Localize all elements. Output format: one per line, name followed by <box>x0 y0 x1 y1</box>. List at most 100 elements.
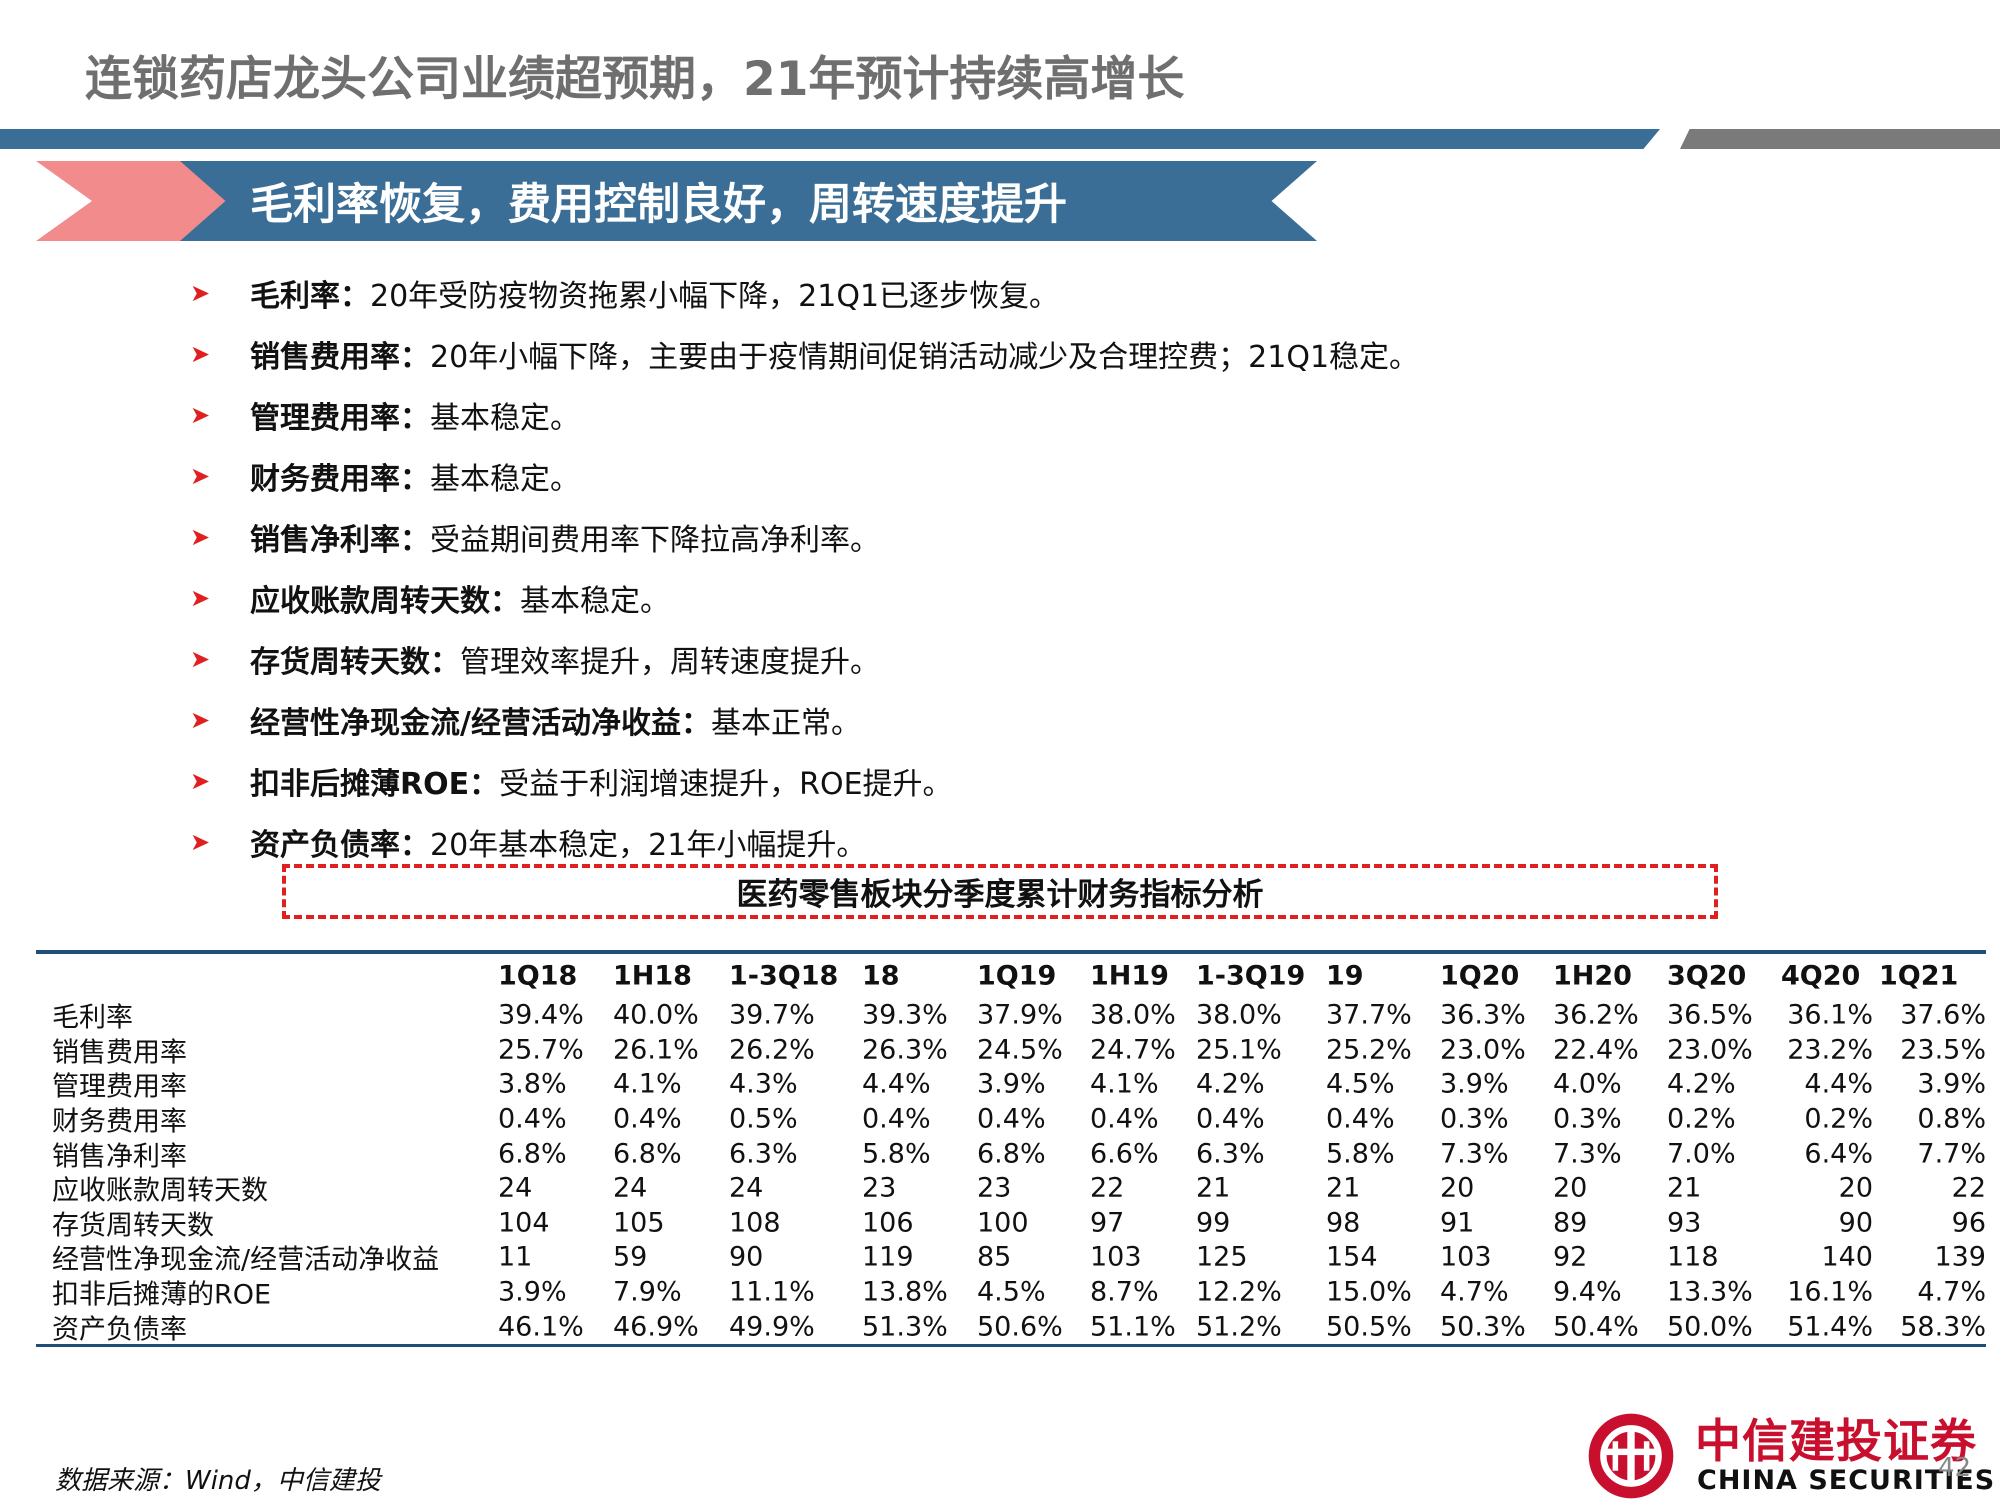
table-cell: 22 <box>1951 1172 1986 1204</box>
table-cell: 16.1% <box>1787 1276 1873 1308</box>
table-cell: 0.4% <box>1090 1103 1159 1135</box>
table-caption: 医药零售板块分季度累计财务指标分析 <box>736 877 1264 913</box>
table-cell: 51.1% <box>1090 1311 1176 1343</box>
citic-logo-icon <box>1588 1413 1674 1499</box>
table-cell: 125 <box>1196 1241 1248 1273</box>
table-cell: 25.7% <box>498 1034 584 1066</box>
table-cell: 0.4% <box>862 1103 931 1135</box>
table-cell: 8.7% <box>1090 1276 1159 1308</box>
bullet-item: ➤ 存货周转天数： 管理效率提升，周转速度提升。 <box>190 628 1940 689</box>
table-cell: 140 <box>1821 1241 1873 1273</box>
bullet-text: 基本稳定。 <box>520 583 670 619</box>
table-header-row: 1Q18 1H18 1-3Q18 18 1Q19 1H19 1-3Q19 19 1Q20 1H20… <box>36 954 1986 998</box>
table-cell: 0.2% <box>1804 1103 1873 1135</box>
row-label: 管理费用率 <box>52 1071 187 1103</box>
column-header: 1-3Q18 <box>729 960 839 992</box>
table-cell: 91 <box>1440 1207 1475 1239</box>
column-header: 18 <box>862 960 900 992</box>
table-cell: 0.4% <box>1196 1103 1265 1135</box>
table-cell: 3.9% <box>977 1068 1046 1100</box>
table-cell: 22.4% <box>1553 1034 1639 1066</box>
table-cell: 0.4% <box>498 1103 567 1135</box>
row-label: 扣非后摊薄的ROE <box>52 1279 272 1311</box>
table-cell: 24 <box>613 1172 648 1204</box>
table-cell: 20 <box>1838 1172 1873 1204</box>
table-cell: 38.0% <box>1090 999 1176 1031</box>
table-cell: 37.6% <box>1900 999 1986 1031</box>
bullet-list: ➤ 毛利率： 20年受防疫物资拖累小幅下降，21Q1已逐步恢复。 ➤ 销售费用率： 20… <box>190 262 1940 872</box>
table-cell: 3.9% <box>1440 1068 1509 1100</box>
table-cell: 23.2% <box>1787 1034 1873 1066</box>
table-cell: 4.2% <box>1667 1068 1736 1100</box>
table-cell: 4.4% <box>1804 1068 1873 1100</box>
table-cell: 90 <box>729 1241 764 1273</box>
column-header: 1-3Q19 <box>1196 960 1306 992</box>
table-cell: 7.3% <box>1440 1138 1509 1170</box>
column-header: 1H18 <box>613 960 692 992</box>
row-label: 财务费用率 <box>52 1106 187 1138</box>
table-cell: 3.9% <box>1917 1068 1986 1100</box>
logo-chinese-text: 中信建投证券 <box>1695 1414 1977 1468</box>
table-cell: 25.1% <box>1196 1034 1282 1066</box>
row-label: 经营性净现金流/经营活动净收益 <box>52 1244 440 1276</box>
table-cell: 59 <box>613 1241 648 1273</box>
table-cell: 6.8% <box>498 1138 567 1170</box>
table-cell: 0.3% <box>1553 1103 1622 1135</box>
row-label: 销售净利率 <box>52 1141 187 1173</box>
column-header: 3Q20 <box>1667 960 1747 992</box>
row-label: 资产负债率 <box>52 1314 187 1346</box>
bullet-text: 20年基本稳定，21年小幅提升。 <box>430 827 867 863</box>
table-cell: 46.1% <box>498 1311 584 1343</box>
bullet-term: 扣非后摊薄ROE： <box>250 766 500 802</box>
table-cell: 97 <box>1090 1207 1125 1239</box>
table-cell: 7.9% <box>613 1276 682 1308</box>
page-title: 连锁药店龙头公司业绩超预期，21年预计持续高增长 <box>85 52 1185 107</box>
table-cell: 11.1% <box>729 1276 815 1308</box>
table-cell: 7.3% <box>1553 1138 1622 1170</box>
table-cell: 15.0% <box>1326 1276 1412 1308</box>
bullet-item: ➤ 资产负债率： 20年基本稳定，21年小幅提升。 <box>190 811 1940 872</box>
bullet-term: 存货周转天数： <box>250 644 460 680</box>
bullet-item: ➤ 应收账款周转天数： 基本稳定。 <box>190 567 1940 628</box>
row-label: 应收账款周转天数 <box>52 1175 268 1207</box>
table-cell: 4.5% <box>1326 1068 1395 1100</box>
company-logo: 中信建投证券 CHINA SECURITIES <box>1585 1405 1995 1500</box>
table-cell: 6.3% <box>729 1138 798 1170</box>
table-cell: 119 <box>862 1241 914 1273</box>
bullet-text: 基本正常。 <box>710 705 861 741</box>
table-cell: 23.5% <box>1900 1034 1986 1066</box>
table-cell: 96 <box>1951 1207 1986 1239</box>
bullet-term: 资产负债率： <box>250 827 430 863</box>
table-cell: 13.3% <box>1667 1276 1753 1308</box>
table-cell: 7.7% <box>1917 1138 1986 1170</box>
table-row: 管理费用率 3.8% 4.1% 4.3% 4.4% 3.9% 4.1% 4.2% 4.5% 3.9… <box>36 1067 1986 1103</box>
bullet-term: 应收账款周转天数： <box>250 583 520 619</box>
table-cell: 6.3% <box>1196 1138 1265 1170</box>
table-cell: 103 <box>1440 1241 1492 1273</box>
bullet-text: 20年受防疫物资拖累小幅下降，21Q1已逐步恢复。 <box>370 278 1060 314</box>
table-cell: 12.2% <box>1196 1276 1282 1308</box>
table-cell: 21 <box>1326 1172 1361 1204</box>
table-cell: 25.2% <box>1326 1034 1412 1066</box>
table-cell: 46.9% <box>613 1311 699 1343</box>
table-cell: 24.5% <box>977 1034 1063 1066</box>
table-cell: 154 <box>1326 1241 1378 1273</box>
table-cell: 26.1% <box>613 1034 699 1066</box>
section-banner-text: 毛利率恢复，费用控制良好，周转速度提升 <box>250 180 1067 230</box>
table-cell: 100 <box>977 1207 1029 1239</box>
section-banner <box>180 161 1317 241</box>
table-cell: 50.4% <box>1553 1311 1639 1343</box>
bullet-term: 销售费用率： <box>250 339 430 375</box>
table-cell: 3.8% <box>498 1068 567 1100</box>
table-cell: 51.4% <box>1787 1311 1873 1343</box>
table-caption-box: 医药零售板块分季度累计财务指标分析 <box>282 864 1718 919</box>
table-cell: 4.4% <box>862 1068 931 1100</box>
table-cell: 39.4% <box>498 999 584 1031</box>
table-cell: 24 <box>498 1172 533 1204</box>
table-cell: 90 <box>1838 1207 1873 1239</box>
table-cell: 36.3% <box>1440 999 1526 1031</box>
table-cell: 0.8% <box>1917 1103 1986 1135</box>
table-cell: 51.3% <box>862 1311 948 1343</box>
table-cell: 4.1% <box>613 1068 682 1100</box>
arrow-bullet-icon: ➤ <box>190 339 211 368</box>
